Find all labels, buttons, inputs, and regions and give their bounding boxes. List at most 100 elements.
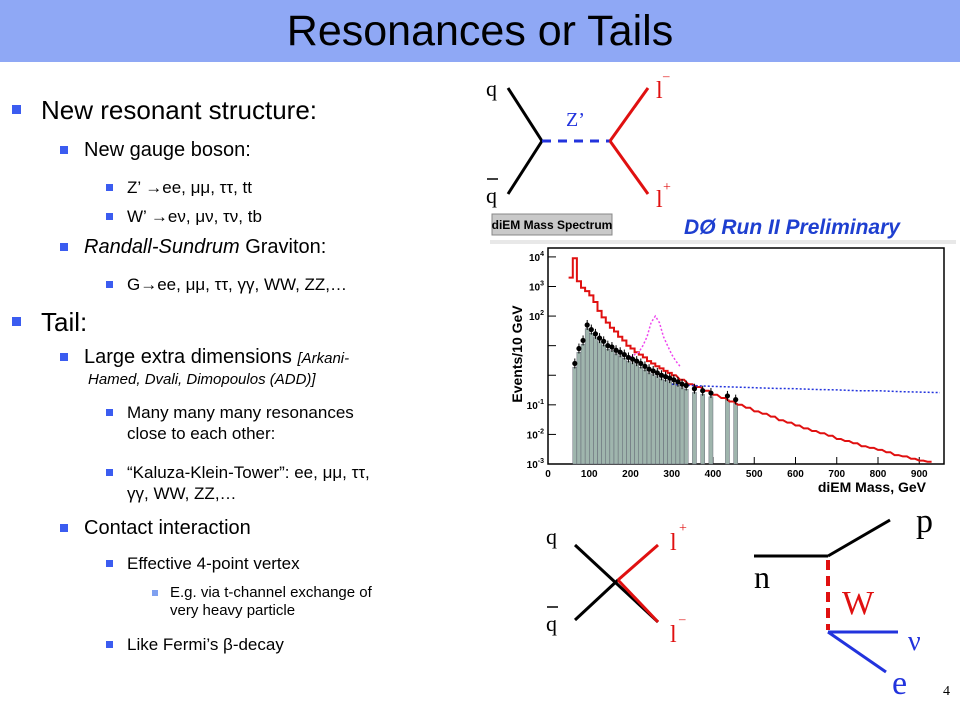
bullet-marker: [106, 560, 113, 567]
data-point: [691, 386, 698, 392]
background-bar: [597, 341, 602, 465]
bullet-marker: [106, 184, 113, 191]
data-point: [601, 338, 607, 344]
add-tail-line: [671, 383, 940, 394]
contact-antiquark-label: q: [546, 611, 557, 636]
bullet-marker: [60, 353, 68, 361]
data-point: [605, 343, 611, 349]
bullet-t-channel: E.g. via t-channel exchange of very heavy…: [152, 584, 372, 620]
lepton-plus-label: l: [656, 187, 663, 213]
data-point: [667, 375, 673, 381]
xtick-label: 700: [828, 469, 845, 480]
data-point: [634, 358, 640, 364]
data-point: [617, 349, 623, 355]
data-point: [580, 337, 586, 344]
contact-lepton-minus-label: l: [670, 622, 677, 648]
bullet-wprime: W’ →eν, μν, τν, tb: [106, 206, 262, 227]
ytick-label: 10-3: [527, 458, 544, 471]
xtick-label: 200: [622, 469, 639, 480]
page-title: Resonances or Tails: [286, 7, 674, 55]
background-bar: [659, 378, 664, 465]
contact-lepton-minus-sup: –: [678, 611, 686, 626]
data-point: [650, 368, 656, 374]
background-bar: [642, 369, 648, 465]
data-point: [708, 390, 714, 396]
background-bar: [725, 399, 730, 465]
background-bar: [593, 337, 598, 465]
data-point: [576, 345, 582, 352]
data-point: [679, 381, 685, 387]
data-point: [675, 379, 681, 385]
background-bar: [584, 328, 590, 465]
zprime-signal-line: [630, 314, 681, 367]
data-point: [596, 335, 603, 341]
neutron-label: n: [754, 559, 770, 595]
bullet-marker: [152, 590, 158, 596]
bullet-marker: [106, 409, 113, 416]
plot-ylabel: Events/10 GeV: [509, 305, 525, 403]
plot-badge-box: [491, 213, 613, 236]
background-bar: [655, 376, 660, 465]
w-label: W: [842, 585, 875, 622]
bullet-randall-sundrum: Randall-Sundrum Graviton:: [60, 235, 326, 259]
background-red-line: [568, 257, 932, 463]
ytick-exponent: -3: [538, 458, 544, 465]
xtick-label: 900: [911, 469, 928, 480]
ytick-label: 10-1: [527, 399, 544, 412]
contact-lepton-plus-sup: +: [679, 521, 687, 536]
ytick-exponent: -1: [538, 399, 544, 406]
data-point: [700, 388, 706, 394]
slide-number: 4: [943, 684, 950, 699]
bullet-marker: [106, 469, 113, 476]
background-bar: [622, 358, 627, 465]
bullet-new-resonant: New resonant structure:: [12, 95, 317, 125]
background-bar: [576, 352, 582, 465]
bullet-marker: [106, 213, 113, 220]
antiquark-line: [506, 140, 544, 195]
xtick-label: 100: [581, 469, 598, 480]
data-point: [613, 347, 619, 353]
background-bar: [630, 362, 635, 465]
diem-mass-spectrum-plot: diEM Mass Spectrum DØ Run II Preliminary…: [490, 213, 956, 495]
bullet-effective-vertex: Effective 4-point vertex: [106, 553, 300, 574]
background-bar: [667, 381, 672, 465]
bullet-gauge-boson: New gauge boson:: [60, 138, 251, 162]
quark-label: q: [486, 76, 497, 101]
bullet-marker: [106, 641, 113, 648]
data-point: [588, 326, 594, 333]
xtick-label: 0: [545, 469, 551, 480]
data-point: [629, 356, 636, 362]
lepton-minus-label: l: [656, 78, 663, 104]
contact-lepton-minus-line: [616, 578, 660, 624]
contact-lepton-plus-line: [617, 543, 659, 582]
background-bar: [679, 387, 685, 465]
background-bar: [663, 380, 668, 465]
electron-label: e: [892, 665, 907, 702]
bullet-zprime: Z’ →ee, μμ, ττ, tt: [106, 177, 252, 198]
xtick-label: 800: [870, 469, 887, 480]
data-point: [584, 322, 590, 328]
bullet-contact-interaction: Contact interaction: [60, 516, 251, 540]
xtick-label: 500: [746, 469, 763, 480]
data-point: [642, 363, 648, 369]
background-bar: [617, 355, 623, 465]
lepton-minus-line: [608, 87, 650, 142]
plot-xlabel: diEM Mass, GeV: [818, 479, 927, 495]
bullet-marker: [60, 146, 68, 154]
bullet-many-resonances: Many many many resonances close to each o…: [106, 402, 354, 444]
lepton-plus-sup: +: [663, 180, 671, 195]
data-point: [609, 344, 615, 350]
plot-badge: diEM Mass Spectrum: [492, 218, 613, 232]
bullet-marker: [60, 524, 68, 532]
proton-line: [827, 518, 891, 558]
ytick-label: 102: [529, 310, 544, 323]
plot-header-separator: [490, 240, 956, 244]
zprime-feynman-diagram: q q Z’ l – l +: [486, 68, 671, 213]
bullet-marker: [60, 243, 68, 251]
data-point: [658, 372, 665, 378]
bullet-led-ref-line2: Hamed, Dvali, Dimopoulos (ADD)]: [88, 371, 316, 388]
bullet-marker: [12, 317, 21, 326]
quark-line: [506, 87, 544, 142]
ytick-label: 104: [529, 251, 544, 264]
title-bar: [0, 0, 960, 62]
